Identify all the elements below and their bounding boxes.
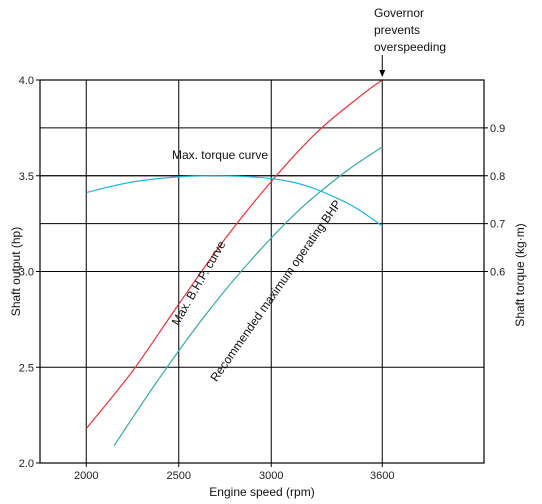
y-tick-label: 2.0 xyxy=(19,458,34,470)
y2-axis-title: Shaft torque (kg·m) xyxy=(513,223,527,326)
governor-text-line: overspeeding xyxy=(374,40,446,54)
torque-curve-label: Max. torque curve xyxy=(172,148,268,162)
y-axis-title: Shaft output (hp) xyxy=(9,227,23,316)
series-labels: Max. torque curve Max. B.H.P. curve Reco… xyxy=(169,148,344,384)
governor-arrow-head xyxy=(379,70,386,77)
bhp-curve xyxy=(85,79,383,429)
y-axis-ticks: 2.0 2.5 3.0 3.5 4.0 xyxy=(19,75,40,470)
recommended-curve-label: Recommended maximum operating BHP xyxy=(207,197,344,384)
series-lines xyxy=(85,79,383,447)
x-tick-label: 3000 xyxy=(259,470,283,482)
x-axis-title: Engine speed (rpm) xyxy=(209,485,314,499)
x-tick-label: 3600 xyxy=(370,470,394,482)
x-tick-label: 2500 xyxy=(167,470,191,482)
bhp-curve-label: Max. B.H.P. curve xyxy=(169,238,229,328)
y2-tick-label: 0.6 xyxy=(490,267,505,279)
y-tick-label: 4.0 xyxy=(19,75,34,87)
x-axis-ticks: 2000 2500 3000 3600 xyxy=(74,463,394,482)
governor-text-line: Governor xyxy=(374,6,424,20)
x-tick-label: 2000 xyxy=(74,470,98,482)
y2-tick-label: 0.8 xyxy=(490,171,505,183)
grid-lines xyxy=(40,79,484,464)
governor-annotation: Governor prevents overspeeding xyxy=(374,6,446,77)
y-tick-label: 3.5 xyxy=(19,171,34,183)
recommended-bhp-curve xyxy=(113,146,383,447)
y-tick-label: 3.0 xyxy=(19,267,34,279)
y2-axis-ticks: 0.6 0.7 0.8 0.9 xyxy=(484,123,505,279)
governor-text-line: prevents xyxy=(374,23,420,37)
y-tick-label: 2.5 xyxy=(19,362,34,374)
y2-tick-label: 0.9 xyxy=(490,123,505,135)
y2-tick-label: 0.7 xyxy=(490,219,505,231)
torque-curve xyxy=(86,175,383,227)
